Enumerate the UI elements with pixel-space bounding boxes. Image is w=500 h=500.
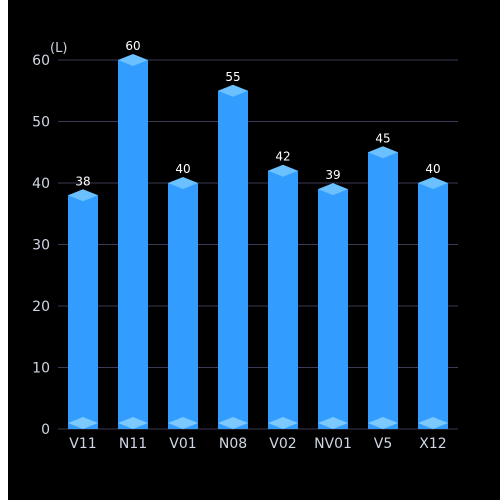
bars (68, 54, 448, 429)
y-axis-ticks: 0 10 20 30 40 50 60 (32, 53, 50, 438)
bar-N08 (218, 84, 248, 429)
x-tick-label: NV01 (314, 436, 352, 452)
bar-top-cap (368, 146, 398, 159)
bar-base-cap (368, 417, 398, 429)
x-tick-label: V11 (69, 436, 96, 452)
bar (168, 183, 198, 429)
y-axis-unit-label: (L) (50, 41, 67, 56)
value-label: 55 (225, 70, 240, 84)
bar-V01 (168, 177, 198, 429)
value-label: 60 (125, 39, 140, 53)
y-tick-label: 40 (32, 176, 50, 192)
x-tick-label: N08 (219, 436, 247, 452)
bar-base-cap (68, 417, 98, 429)
bar-top-cap (268, 164, 298, 177)
x-axis-ticks: V11 N11 V01 N08 V02 NV01 V5 X12 (69, 436, 446, 452)
bar-base-cap (418, 417, 448, 429)
bar (268, 170, 298, 429)
bar (118, 60, 148, 429)
bar-top-cap (68, 189, 98, 202)
bar-NV01 (318, 183, 348, 429)
bar-base-cap (218, 417, 248, 429)
y-tick-label: 0 (41, 422, 50, 438)
x-tick-label: V01 (169, 436, 196, 452)
bar-N11 (118, 54, 148, 429)
bar-base-cap (318, 417, 348, 429)
value-label: 40 (175, 162, 190, 176)
bar-top-cap (218, 84, 248, 97)
bar-base-cap (118, 417, 148, 429)
value-labels: 38 60 40 55 42 39 45 40 (75, 39, 440, 188)
bar-V5 (368, 146, 398, 429)
bar-top-cap (118, 54, 148, 66)
bar-V02 (268, 164, 298, 429)
y-tick-label: 50 (32, 115, 50, 131)
x-tick-label: V02 (269, 436, 296, 452)
bar-base-cap (268, 417, 298, 429)
x-tick-label: V5 (374, 436, 392, 452)
y-tick-label: 30 (32, 238, 50, 254)
bar (318, 189, 348, 429)
bar (218, 90, 248, 429)
bar-top-cap (318, 183, 348, 196)
bar (368, 152, 398, 429)
value-label: 45 (375, 131, 390, 145)
x-tick-label: X12 (419, 436, 446, 452)
bar-X12 (418, 177, 448, 429)
y-tick-label: 60 (32, 53, 50, 69)
value-label: 39 (325, 168, 340, 182)
bar-top-cap (168, 177, 198, 189)
bar-V11 (68, 189, 98, 429)
bar-base-cap (168, 417, 198, 429)
x-tick-label: N11 (119, 436, 147, 452)
y-tick-label: 20 (32, 299, 50, 315)
value-label: 40 (425, 162, 440, 176)
y-tick-label: 10 (32, 361, 50, 377)
value-label: 38 (75, 174, 90, 188)
bar (418, 183, 448, 429)
bar-top-cap (418, 177, 448, 189)
value-label: 42 (275, 150, 290, 164)
bar (68, 195, 98, 429)
